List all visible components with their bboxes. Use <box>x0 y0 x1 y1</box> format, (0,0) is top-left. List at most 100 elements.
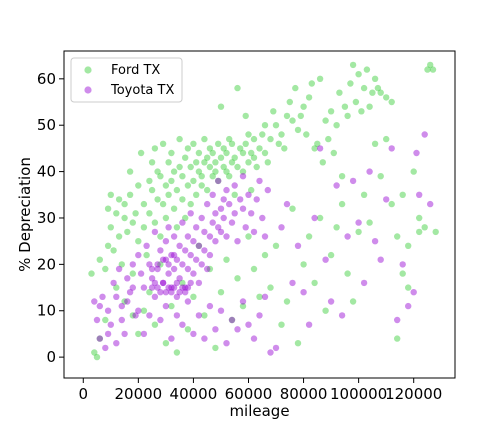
plot-area <box>63 50 456 379</box>
data-point <box>327 251 335 259</box>
data-point <box>140 224 148 231</box>
data-point <box>226 173 233 180</box>
data-point <box>126 168 134 175</box>
y-axis-label: % Depreciation <box>16 157 34 272</box>
data-point <box>333 224 340 231</box>
data-point <box>256 312 263 319</box>
data-point <box>383 196 390 203</box>
data-point <box>129 284 136 291</box>
data-point <box>289 117 296 124</box>
data-point <box>245 131 252 138</box>
data-point <box>248 149 255 157</box>
data-point <box>226 200 233 208</box>
data-point <box>170 265 178 273</box>
data-point <box>209 191 216 198</box>
data-point <box>162 238 170 245</box>
data-point <box>129 261 136 268</box>
data-point <box>215 140 222 147</box>
data-point <box>173 293 181 300</box>
data-point <box>113 340 120 347</box>
data-point <box>132 210 139 217</box>
data-point <box>250 228 258 236</box>
data-point <box>352 98 360 106</box>
data-point <box>270 108 277 115</box>
data-point <box>110 247 117 254</box>
data-point <box>377 89 384 96</box>
data-point <box>121 214 128 222</box>
data-point <box>405 284 412 291</box>
data-point <box>151 228 159 236</box>
data-point <box>349 61 357 69</box>
data-point <box>173 256 181 263</box>
data-point <box>388 200 395 208</box>
data-point <box>102 344 109 352</box>
data-point <box>212 326 219 333</box>
data-point <box>316 145 324 152</box>
data-point <box>132 312 139 319</box>
data-point <box>135 238 142 245</box>
data-point <box>286 98 293 106</box>
data-point <box>349 177 357 185</box>
data-point <box>344 270 351 277</box>
data-point <box>135 330 142 338</box>
data-point <box>242 224 249 231</box>
data-point <box>360 279 368 287</box>
data-point <box>355 71 362 78</box>
data-point <box>308 80 315 87</box>
data-point <box>198 214 205 222</box>
data-point <box>179 196 186 203</box>
data-point <box>151 219 159 226</box>
data-point <box>217 154 225 161</box>
data-point <box>143 251 150 259</box>
data-point <box>104 307 112 314</box>
data-point <box>234 84 241 92</box>
data-point <box>256 177 263 185</box>
data-point <box>170 251 178 259</box>
data-point <box>245 191 252 198</box>
data-point <box>151 293 159 300</box>
data-point <box>104 205 112 212</box>
data-point <box>366 219 373 226</box>
data-point <box>327 108 335 115</box>
data-point <box>338 200 346 208</box>
y-tick-label: 20 <box>37 255 56 273</box>
data-point <box>204 186 211 194</box>
legend-box <box>70 57 183 103</box>
data-point <box>187 163 194 171</box>
data-point <box>399 191 406 198</box>
data-point <box>170 233 178 240</box>
data-point <box>190 238 197 245</box>
data-point <box>146 289 153 296</box>
data-point <box>154 168 161 175</box>
data-point <box>281 145 288 152</box>
data-point <box>179 173 186 180</box>
data-point <box>283 112 291 120</box>
data-point <box>102 316 109 324</box>
data-point <box>162 256 170 263</box>
series-toyota <box>91 131 434 356</box>
data-point <box>129 270 136 277</box>
data-point <box>201 228 208 236</box>
data-point <box>239 298 247 305</box>
data-point <box>355 228 362 236</box>
data-point <box>195 242 203 249</box>
data-point <box>231 191 238 198</box>
data-point <box>223 256 230 263</box>
data-point <box>154 196 161 203</box>
data-point <box>201 335 208 342</box>
data-point <box>157 316 164 324</box>
data-point <box>336 89 343 96</box>
data-point <box>146 210 153 217</box>
data-point <box>256 145 263 152</box>
data-point <box>162 289 170 296</box>
data-point <box>259 131 266 138</box>
data-point <box>195 242 203 249</box>
data-point <box>135 251 142 259</box>
data-point <box>283 298 291 305</box>
data-point <box>234 326 241 333</box>
data-point <box>338 312 346 319</box>
data-point <box>96 335 104 342</box>
data-point <box>154 265 161 273</box>
data-point <box>206 163 214 171</box>
data-point <box>231 182 238 189</box>
